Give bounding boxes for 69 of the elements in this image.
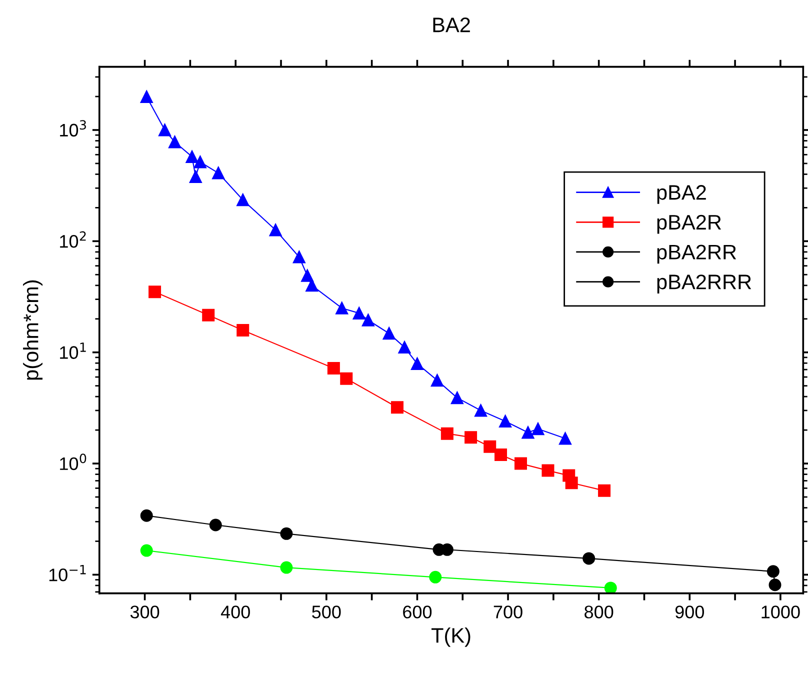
y-tick-label: 10$^{2}$ <box>60 231 86 248</box>
point <box>140 509 153 522</box>
point <box>327 362 340 374</box>
point <box>598 484 611 497</box>
point <box>158 124 172 136</box>
point <box>269 224 282 236</box>
point <box>236 324 250 337</box>
point <box>352 306 366 320</box>
point <box>768 578 782 592</box>
point <box>140 90 153 104</box>
point <box>542 464 554 477</box>
x-tick-label: 300 <box>130 606 160 618</box>
chart-title: BA2 <box>433 18 470 32</box>
point <box>236 194 250 206</box>
point <box>440 427 454 440</box>
point <box>464 431 478 444</box>
x-axis-title: T(K) <box>431 628 470 647</box>
legend-label: pBA2RR <box>657 244 736 264</box>
x-tick-label: 900 <box>675 606 704 618</box>
point <box>148 286 162 298</box>
point <box>766 565 780 578</box>
point <box>474 404 488 417</box>
point <box>429 570 442 584</box>
point <box>186 150 198 163</box>
point <box>362 314 374 326</box>
point <box>430 374 444 387</box>
point <box>390 401 404 414</box>
y-tick-label: 10$^{−1}$ <box>49 564 86 582</box>
point <box>212 166 225 180</box>
point <box>280 527 293 540</box>
x-tick-label: 600 <box>403 606 432 618</box>
point <box>532 422 544 436</box>
point <box>410 357 424 370</box>
point <box>340 372 353 385</box>
point <box>202 308 215 322</box>
point <box>301 269 314 282</box>
point <box>189 170 202 183</box>
point <box>514 457 527 470</box>
point <box>582 552 596 565</box>
point <box>565 476 578 490</box>
point <box>494 448 508 461</box>
point <box>306 279 318 292</box>
point <box>604 582 617 594</box>
point <box>499 415 512 428</box>
point <box>140 544 153 557</box>
x-tick-label: 700 <box>494 606 522 618</box>
point <box>336 302 348 314</box>
point <box>280 561 293 574</box>
legend-label: pBA2RRR <box>657 274 752 294</box>
y-tick-label: 10$^{1}$ <box>60 342 86 359</box>
point <box>484 440 496 453</box>
y-tick-label: 10$^{0}$ <box>60 454 86 470</box>
point <box>382 327 396 340</box>
x-tick-label: 500 <box>312 606 341 618</box>
y-tick-label: 10$^{3}$ <box>60 120 86 137</box>
legend-label: pBA2R <box>657 214 722 234</box>
x-tick-label: 1000 <box>762 606 800 618</box>
point <box>292 250 306 264</box>
legend-label: pBA2 <box>657 185 706 204</box>
point <box>168 136 182 148</box>
point <box>398 341 411 354</box>
point <box>194 156 206 168</box>
point <box>209 518 222 532</box>
point <box>450 392 464 404</box>
x-tick-label: 800 <box>584 606 614 618</box>
x-tick-label: 400 <box>220 606 250 618</box>
y-axis-title: p(ohm*cm) <box>23 280 42 380</box>
point <box>522 426 534 439</box>
point <box>558 432 572 445</box>
